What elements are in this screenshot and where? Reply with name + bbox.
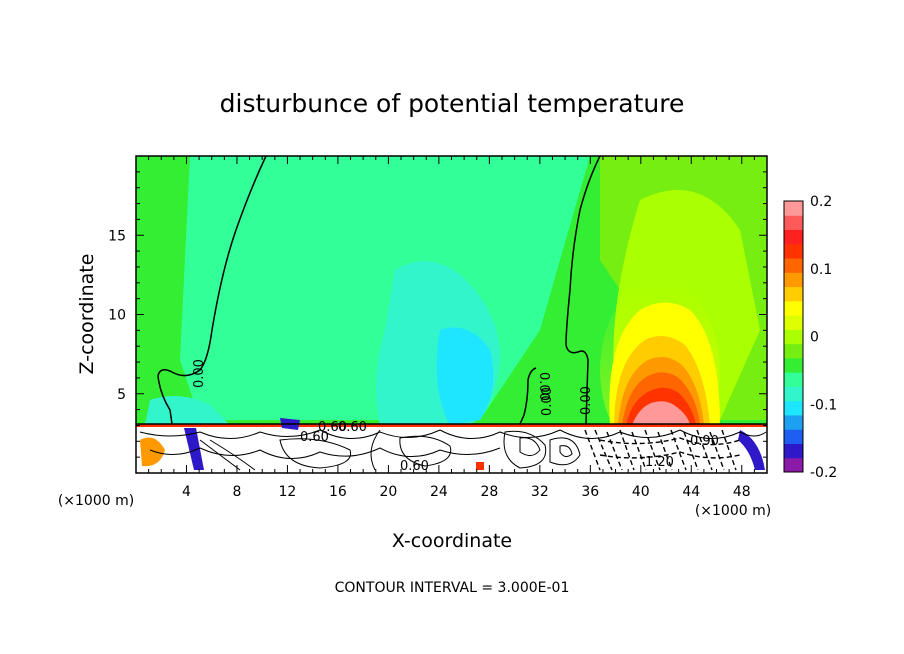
colorbar-swatch (784, 400, 803, 416)
colorbar-swatch (784, 414, 803, 430)
colorbar-tick-label: -0.2 (810, 465, 837, 481)
x-tick-label: 8 (232, 484, 241, 500)
y-tick-label: 10 (108, 308, 126, 324)
y-axis: 5 10 15 (108, 171, 767, 458)
contour-label: 0.00 (192, 359, 207, 388)
colorbar-tick-label: 0 (810, 330, 819, 346)
colorbar-tick-label: -0.1 (810, 397, 837, 413)
contour-label: 0.00 (536, 372, 551, 401)
colorbar-swatch (784, 429, 803, 444)
x-unit-right: (×1000 m) (695, 503, 771, 519)
field-layer-top-red (136, 424, 767, 427)
field-red-speck (476, 462, 484, 470)
contour-label: 0.60 (338, 420, 367, 435)
colorbar-tick-label: 0.1 (810, 262, 832, 278)
x-tick-label: 36 (581, 484, 599, 500)
contour-interval-note: CONTOUR INTERVAL = 3.000E-01 (335, 580, 570, 596)
colorbar-swatch (784, 372, 803, 387)
contour-label: 0.00 (579, 386, 594, 415)
contours-turbulent (139, 429, 767, 471)
contour-labels: 0.00 0.00 0.00 0.00 0.60 0.60 0.60 0.60 … (192, 359, 719, 474)
field-cool-plume-core (436, 327, 494, 425)
x-tick-label: 44 (682, 484, 700, 500)
x-tick-label: 32 (531, 484, 549, 500)
contour-zero-mid (565, 156, 601, 425)
y-tick-label: 15 (108, 228, 126, 244)
colorbar-swatch (784, 215, 803, 231)
x-tick-label: 20 (379, 484, 397, 500)
contour-label: 0.60 (400, 459, 429, 474)
colorbar-swatch (784, 300, 803, 316)
x-tick-label: 28 (480, 484, 498, 500)
colorbar-tick-label: 0.2 (810, 194, 832, 210)
x-tick-label: 4 (182, 484, 191, 500)
colorbar: 0.2 0.1 0 -0.1 -0.2 (783, 194, 837, 481)
contour-label: 0.00 (540, 387, 555, 416)
x-tick-label: 24 (430, 484, 448, 500)
contour-label: 0.90 (690, 434, 719, 449)
colorbar-swatch (784, 258, 803, 273)
contour-label: 0.60 (300, 430, 329, 445)
colorbar-swatch (784, 357, 803, 373)
contour-label: 1.20 (645, 455, 674, 470)
x-axis-label: X-coordinate (392, 530, 512, 552)
colorbar-frame (783, 200, 804, 473)
y-tick-label: 5 (117, 387, 126, 403)
x-unit-left: (×1000 m) (58, 493, 134, 509)
field-blue-streak-1 (184, 428, 204, 470)
colorbar-swatch (784, 286, 803, 302)
field-orange-blob-left (140, 437, 165, 467)
contour-zero-left (157, 156, 267, 425)
plot-area (136, 156, 767, 473)
field-blue-streak-3 (738, 430, 765, 470)
x-tick-label: 12 (279, 484, 297, 500)
x-tick-label: 48 (733, 484, 751, 500)
colorbar-swatch (784, 457, 803, 473)
x-tick-label: 16 (329, 484, 347, 500)
x-axis: 4 8 12 16 20 24 28 32 36 40 44 48 (148, 156, 755, 500)
contour-label: 0.60 (318, 420, 347, 435)
colorbar-swatch (784, 201, 803, 216)
colorbar-swatch (784, 343, 803, 359)
colorbar-swatch (784, 272, 803, 288)
colorbar-swatch (784, 229, 803, 245)
colorbar-swatch (784, 315, 803, 330)
contours-dashed-negative (584, 429, 741, 471)
colorbar-swatch (784, 243, 803, 259)
y-axis-label: Z-coordinate (76, 254, 98, 375)
x-tick-label: 40 (632, 484, 650, 500)
colorbar-swatch (784, 443, 803, 459)
field-turbulent-layer (136, 425, 767, 473)
contour-zero-right (519, 367, 537, 425)
colorbar-swatch (784, 386, 803, 402)
chart-title: disturbunce of potential temperature (220, 89, 685, 118)
field-warm-core (632, 401, 690, 425)
colorbar-swatch (784, 329, 803, 345)
